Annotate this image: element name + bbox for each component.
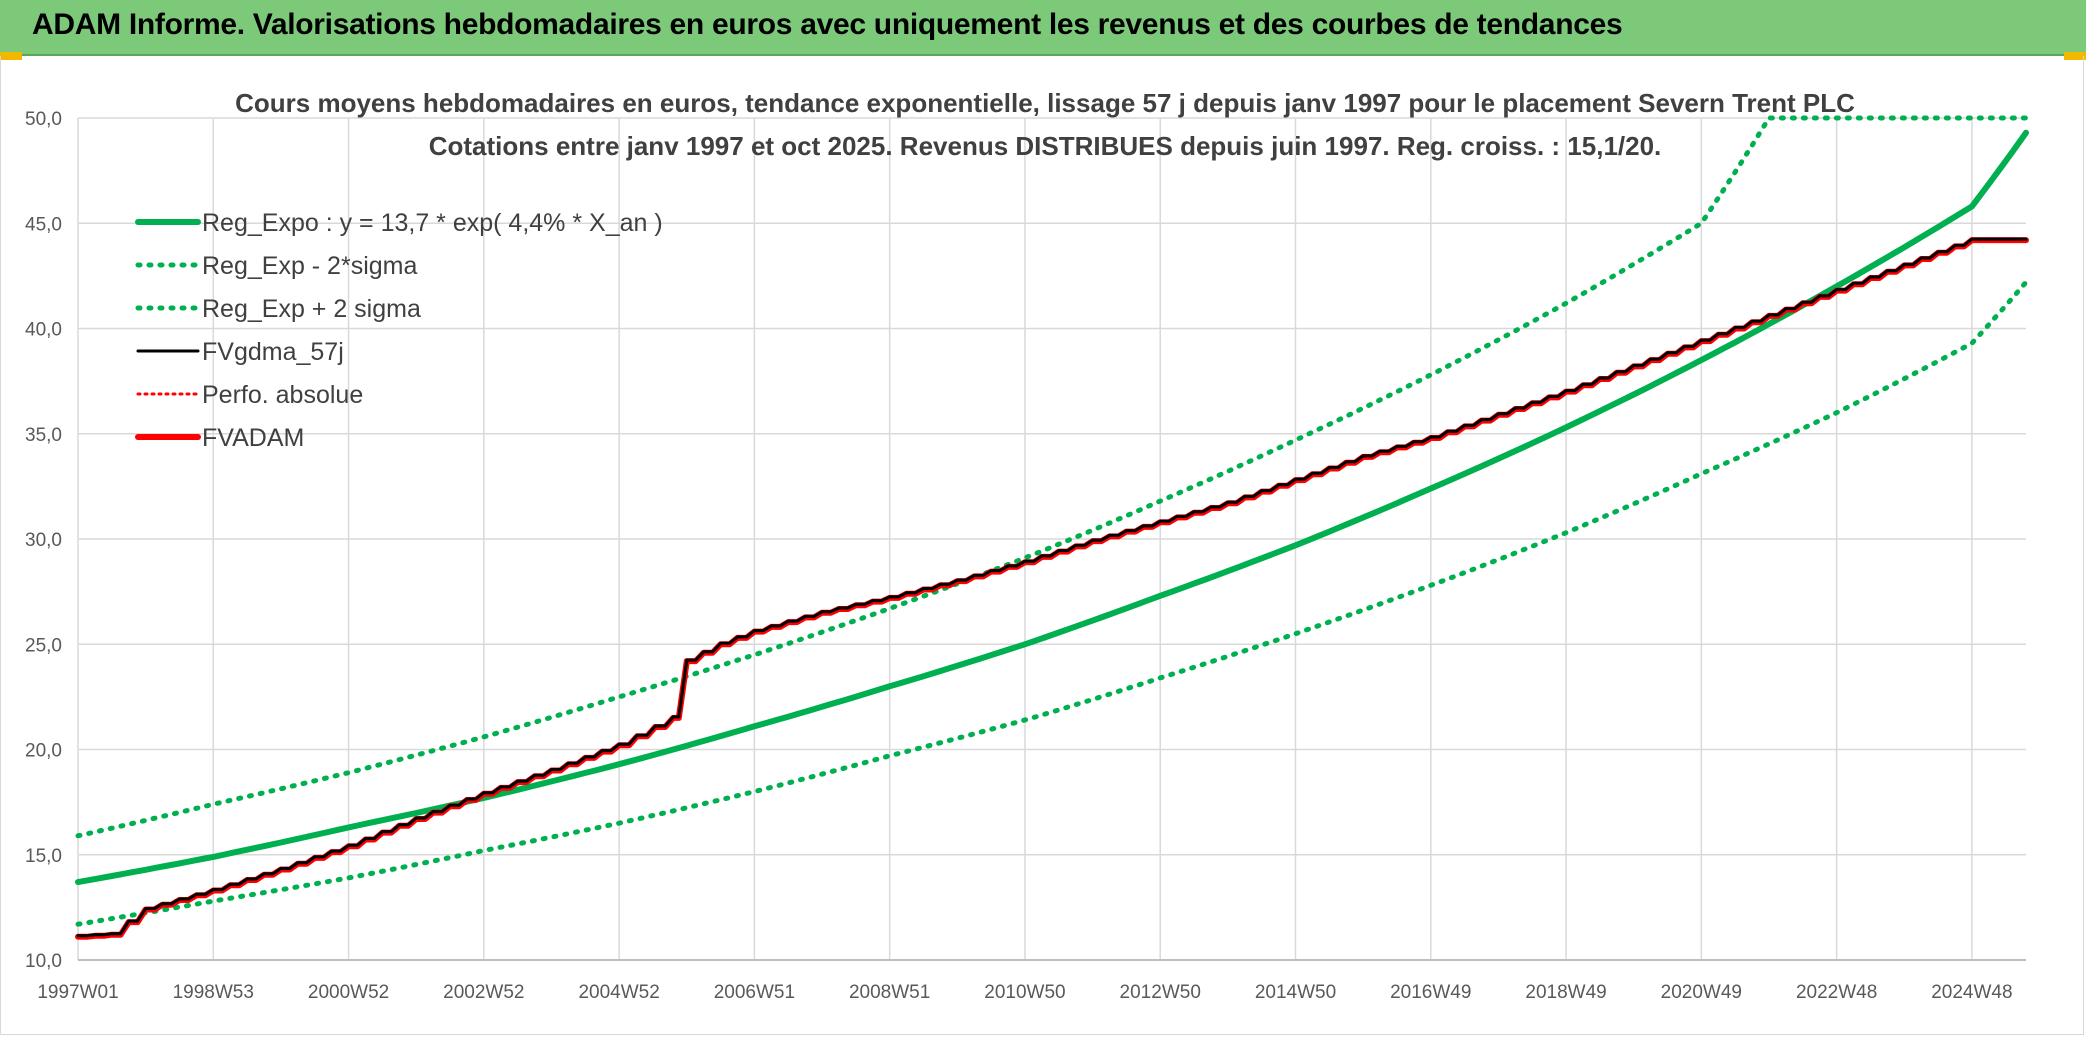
series-line-4 [76,237,2028,938]
chart-series [75,115,2029,940]
y-tick-label: 15,0 [25,846,62,867]
x-tick-label: 2010W50 [984,982,1065,1003]
x-tick-label: 2012W50 [1120,982,1201,1003]
x-tick-label: 2008W51 [849,982,930,1003]
x-tick-label: 2004W52 [578,982,659,1003]
y-tick-label: 35,0 [25,425,62,446]
x-tick-label: 1997W01 [37,982,118,1003]
chart-title: Cours moyens hebdomadaires en euros, ten… [235,88,1855,118]
x-tick-label: 2020W49 [1661,982,1742,1003]
corner-accent-right [2064,52,2086,60]
legend-item-label: FVgdma_57j [202,338,344,366]
y-tick-label: 30,0 [25,530,62,551]
x-tick-label: 2014W50 [1255,982,1336,1003]
y-tick-label: 20,0 [25,741,62,762]
x-tick-label: 2022W48 [1796,982,1877,1003]
legend-item-label: Perfo. absolue [202,381,363,409]
y-tick-label: 10,0 [25,951,62,972]
chart-subtitle: Cotations entre janv 1997 et oct 2025. R… [429,131,1662,161]
legend-item-label: FVADAM [202,424,304,452]
x-tick-label: 2018W49 [1525,982,1606,1003]
report-header: ADAM Informe. Valorisations hebdomadaire… [0,0,2086,56]
legend-item-label: Reg_Exp + 2 sigma [202,295,421,323]
legend-item-label: Reg_Exp - 2*sigma [202,252,417,280]
chart-axes: 10,0 15,0 20,0 25,0 30,0 35,0 40,0 45,0 50,0 1997… [25,109,2026,1003]
x-tick-label: 1998W53 [173,982,254,1003]
series-line-3 [75,115,2029,839]
y-tick-label: 25,0 [25,635,62,656]
y-tick-label: 50,0 [25,109,62,130]
legend-item-label: Reg_Expo : y = 13,7 * exp( 4,4% * X_an ) [202,209,663,237]
y-tick-label: 45,0 [25,214,62,235]
y-tick-label: 40,0 [25,320,62,341]
x-tick-label: 2016W49 [1390,982,1471,1003]
chart-frame [0,56,2084,1035]
chart-legend: Reg_Expo : y = 13,7 * exp( 4,4% * X_an )… [135,209,663,452]
series-line-1 [75,129,2029,886]
corner-accent-left [0,52,22,60]
series-line-2 [75,279,2029,927]
chart-grid [77,117,2026,961]
x-tick-label: 2024W48 [1931,982,2012,1003]
x-tick-label: 2002W52 [443,982,524,1003]
x-tick-label: 2000W52 [308,982,389,1003]
report-title: ADAM Informe. Valorisations hebdomadaire… [32,8,1623,41]
x-tick-label: 2006W51 [714,982,795,1003]
